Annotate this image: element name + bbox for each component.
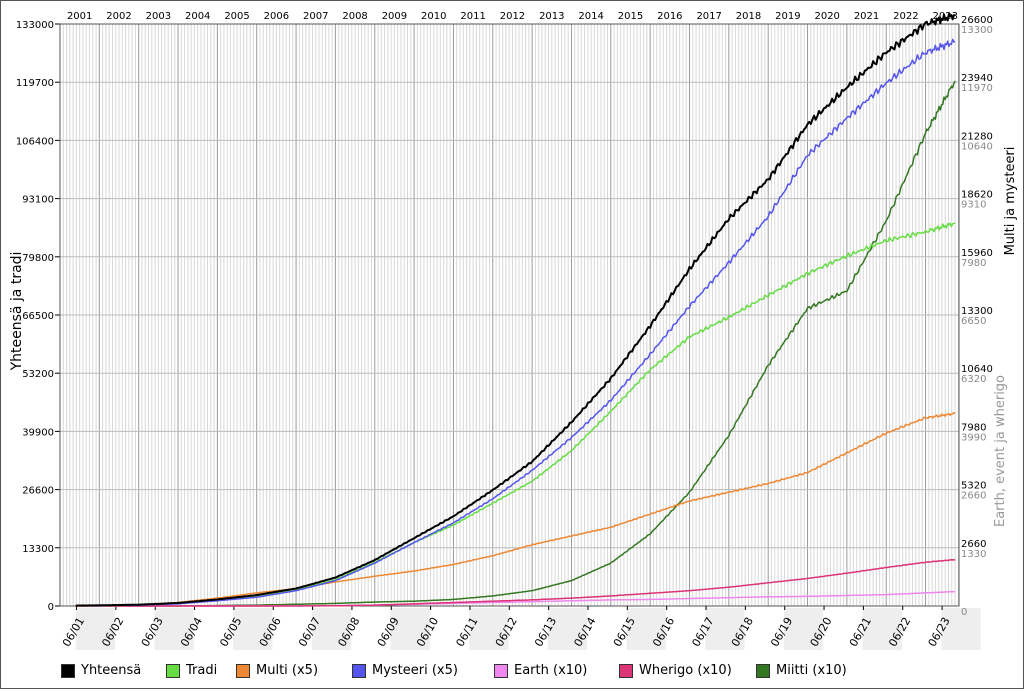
left-tick-label: 53200 [22,369,54,380]
year-label: 2001 [67,11,92,22]
legend-swatch [352,663,366,678]
year-label: 2003 [146,11,171,22]
series-line [75,558,956,607]
left-tick-label: 133000 [16,20,54,31]
year-label: 2013 [539,11,564,22]
year-label: 2009 [382,11,407,22]
series-line [75,411,956,607]
right2-tick-label: 6320 [961,374,986,385]
year-label: 2004 [185,11,210,22]
right2-tick-label: 2660 [961,491,986,502]
right1-axis-label: Multi ja mysteeri [1003,147,1018,256]
year-label: 2014 [578,11,603,22]
year-label: 2022 [893,11,918,22]
x-band [547,608,588,650]
legend-item: Miitti (x10) [756,663,847,678]
legend-swatch [61,663,75,678]
year-label: 2005 [224,11,249,22]
x-band [941,608,981,650]
year-label: 2012 [500,11,525,22]
right1-tick-label: 13300 [961,306,993,317]
right2-tick-label: 13300 [961,25,993,36]
legend-item: Multi (x5) [236,663,318,678]
left-tick-label: 13300 [22,544,54,555]
x-band [469,608,509,650]
right2-tick-label: 3990 [961,432,986,443]
right2-tick-label: 9310 [961,200,986,211]
year-label: 2016 [657,11,682,22]
right1-tick-label: 10640 [961,364,993,375]
left-tick-label: 66500 [22,311,54,322]
right1-tick-label: 21280 [961,131,993,142]
legend-item: Earth (x10) [494,663,587,678]
year-label: 2011 [460,11,485,22]
year-label: 2007 [303,11,328,22]
legend-label: Tradi [186,663,218,678]
right1-tick-label: 7980 [961,422,986,433]
right1-tick-label: 23940 [961,73,993,84]
x-band [390,608,430,650]
year-label: 2018 [736,11,761,22]
legend-label: Wherigo (x10) [639,663,732,678]
right2-tick-label: 10640 [961,141,993,152]
x-band [75,608,116,650]
left-tick-label: 26600 [22,486,54,497]
left-tick-label: 93100 [22,195,54,206]
x-band [705,608,745,650]
left-tick-label: 39900 [22,427,54,438]
right1-tick-label: 2660 [961,539,986,550]
year-label: 2006 [264,11,289,22]
legend-label: Miitti (x10) [776,663,847,678]
legend-swatch [166,663,180,678]
left-tick-label: 0 [48,602,54,613]
right2-tick-label: 11970 [961,83,993,94]
legend-label: Earth (x10) [514,663,588,678]
right2-tick-label: 0 [961,607,967,618]
year-label: 2010 [421,11,446,22]
year-label: 2008 [342,11,367,22]
legend-swatch [236,663,250,678]
right2-tick-label: 1330 [961,549,986,560]
legend-swatch [619,663,633,678]
right2-axis-label: Earth, event ja wherigo [993,375,1008,527]
series-line [75,13,956,607]
year-label: 2021 [854,11,879,22]
left-tick-label: 79800 [22,253,54,264]
left-axis-label: Yhteensä ja tradi [9,252,25,372]
series-line [75,38,956,607]
x-band [154,608,194,650]
legend-item: Yhteensä [61,663,141,678]
left-tick-label: 119700 [16,78,54,89]
right2-tick-label: 7980 [961,258,986,269]
year-label: 2015 [618,11,643,22]
year-label: 2019 [775,11,800,22]
right1-tick-label: 15960 [961,248,993,259]
year-label: 2002 [106,11,131,22]
right1-tick-label: 26600 [961,15,993,26]
legend-item: Mysteeri (x5) [352,663,458,678]
x-band [783,608,824,650]
x-band [311,608,352,650]
x-band [233,608,273,650]
left-tick-label: 106400 [16,136,54,147]
legend-label: Mysteeri (x5) [372,663,458,678]
legend-swatch [756,663,770,678]
x-band [862,608,902,650]
right1-tick-label: 5320 [961,481,986,492]
right1-tick-label: 18620 [961,190,993,201]
right2-tick-label: 6650 [961,316,986,327]
x-band [626,608,666,650]
legend-item: Tradi [166,663,217,678]
year-label: 2017 [696,11,721,22]
legend-label: Yhteensä [81,663,142,678]
legend-label: Multi (x5) [256,663,319,678]
legend-item: Wherigo (x10) [619,663,732,678]
legend: Yhteensä Tradi Multi (x5) Mysteeri (x5) Eart… [61,661,961,683]
legend-swatch [494,663,508,678]
year-label: 2020 [814,11,839,22]
